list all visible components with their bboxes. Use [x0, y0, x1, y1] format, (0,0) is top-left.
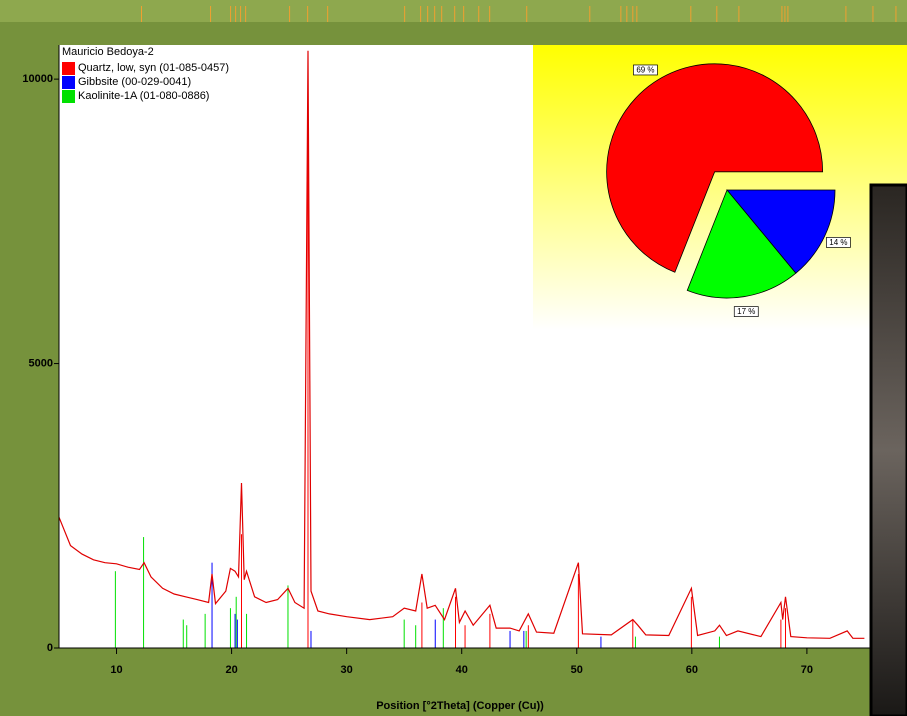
pie-label: 69 % — [636, 66, 654, 75]
legend-label: Quartz, low, syn (01-085-0457) — [78, 62, 229, 74]
x-tick-label: 30 — [341, 664, 353, 676]
pie-label: 17 % — [737, 307, 755, 316]
legend-swatch — [62, 90, 75, 103]
legend-swatch — [62, 62, 75, 75]
chart-title: Mauricio Bedoya-2 — [62, 46, 154, 58]
x-axis-label: Position [°2Theta] (Copper (Cu)) — [376, 700, 544, 712]
x-tick-label: 50 — [571, 664, 583, 676]
legend-label: Gibbsite (00-029-0041) — [78, 76, 191, 88]
x-tick-label: 40 — [456, 664, 468, 676]
x-tick-label: 10 — [110, 664, 122, 676]
x-tick-label: 60 — [686, 664, 698, 676]
chart: 0 5000 10000 10 20 30 40 50 60 70 Mauricio Bedoya… — [0, 0, 907, 716]
photo-overlay — [871, 185, 907, 716]
page: {"chart_data": [ {"type": "line", "title… — [0, 0, 907, 716]
legend-label: Kaolinite-1A (01-080-0886) — [78, 90, 209, 102]
y-tick-label: 5000 — [29, 357, 53, 369]
y-tick-label: 0 — [47, 642, 53, 654]
y-tick-label: 10000 — [22, 73, 53, 85]
pie-label: 14 % — [829, 238, 847, 247]
legend-swatch — [62, 76, 75, 89]
x-tick-label: 20 — [225, 664, 237, 676]
marker-band — [0, 0, 907, 22]
x-tick-label: 70 — [801, 664, 813, 676]
